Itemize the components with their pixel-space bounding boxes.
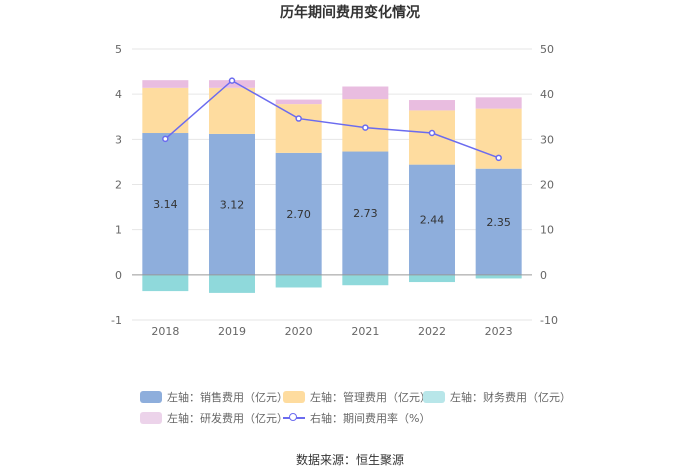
bar-finance [209,274,255,293]
bar-admin [142,87,189,134]
bar-finance [275,274,322,288]
right-tick-label: 10 [540,224,554,237]
bar-rd [209,80,255,88]
bar-rd [275,99,322,105]
left-tick-label: 0 [115,269,122,282]
bar-label-sales: 2.70 [286,208,311,221]
chart-title: 历年期间费用变化情况 [280,5,420,21]
bar-label-sales: 3.12 [220,198,245,211]
bar-rd [409,100,455,111]
bar-finance [475,274,522,279]
x-tick-label: 2019 [218,325,246,338]
rate-point [162,135,169,143]
rate-line [164,79,499,159]
legend-swatch-sales [140,391,162,403]
left-tick-label: 2 [115,179,122,192]
rate-point [495,154,502,162]
right-tick-label: 50 [540,43,554,56]
legend-label-admin: 左轴：管理费用（亿元） [310,391,431,404]
bar-finance [342,274,389,286]
x-tick-label: 2021 [351,325,379,338]
bar-rd [142,80,189,88]
left-tick-label: 1 [115,224,122,237]
x-tick-label: 2020 [285,325,313,338]
legend-swatch-rd [140,412,162,424]
bar-finance [409,274,455,283]
bar-admin [409,110,455,165]
legend-item-sales[interactable]: 左轴：销售费用（亿元） [140,389,288,405]
left-axis-ticks: 5 4 3 2 1 0 -1 [111,43,122,327]
rate-point [295,115,302,122]
left-tick-label: 5 [115,43,122,56]
left-tick-label: 4 [115,88,122,101]
legend-item-finance[interactable]: 左轴：财务费用（亿元） [423,389,571,405]
bar-sales [209,133,255,275]
legend-swatch-finance [423,391,445,403]
right-tick-label: 0 [540,269,547,282]
legend-label-sales: 左轴：销售费用（亿元） [167,391,288,404]
x-tick-label: 2022 [418,325,446,338]
grid-lines [132,48,532,321]
bar-rd [475,97,522,109]
bar-sales [475,168,522,275]
rate-line-series [162,77,502,162]
bar-label-sales: 2.73 [353,207,378,220]
legend-item-rd[interactable]: 左轴：研发费用（亿元） [140,410,288,426]
legend-label-rd: 左轴：研发费用（亿元） [167,412,288,425]
right-axis-ticks: 50 40 30 20 10 0 -10 [540,43,558,327]
rate-point [428,129,436,137]
left-tick-label: 3 [115,133,122,146]
bar-sales [142,133,189,275]
right-tick-label: 20 [540,179,554,192]
bar-label-sales: 2.35 [486,216,511,229]
bar-finance [142,274,189,292]
legend-swatch-rate [283,412,305,424]
legend-label-finance: 左轴：财务费用（亿元） [450,391,571,404]
bar-label-sales: 2.44 [420,214,445,227]
bar-sales [275,152,322,275]
bar-label-sales: 3.14 [153,198,178,211]
bar-value-labels: 3.14 3.12 2.70 2.73 2.44 2.35 [153,198,511,229]
right-tick-label: 30 [540,133,554,146]
left-tick-label: -1 [111,314,122,327]
bar-admin [209,87,255,134]
x-tick-label: 2018 [151,325,179,338]
right-tick-label: 40 [540,88,554,101]
legend-swatch-admin [283,391,305,403]
legend-item-rate[interactable]: 右轴：期间费用率（%） [283,410,430,426]
bar-sales [409,164,455,275]
legend-item-admin[interactable]: 左轴：管理费用（亿元） [283,389,431,405]
rate-point [228,77,236,84]
bar-admin [275,104,322,153]
rate-point [362,124,369,131]
right-tick-label: -10 [540,314,558,327]
legend-label-rate: 右轴：期间费用率（%） [310,412,431,425]
data-source: 数据来源：恒生聚源 [295,453,404,467]
x-tick-label: 2023 [485,325,513,338]
x-axis-ticks: 2018 2019 2020 2021 2022 2023 [151,325,512,338]
bar-rd [342,86,389,100]
bar-series [142,80,522,293]
bar-sales [342,151,389,275]
